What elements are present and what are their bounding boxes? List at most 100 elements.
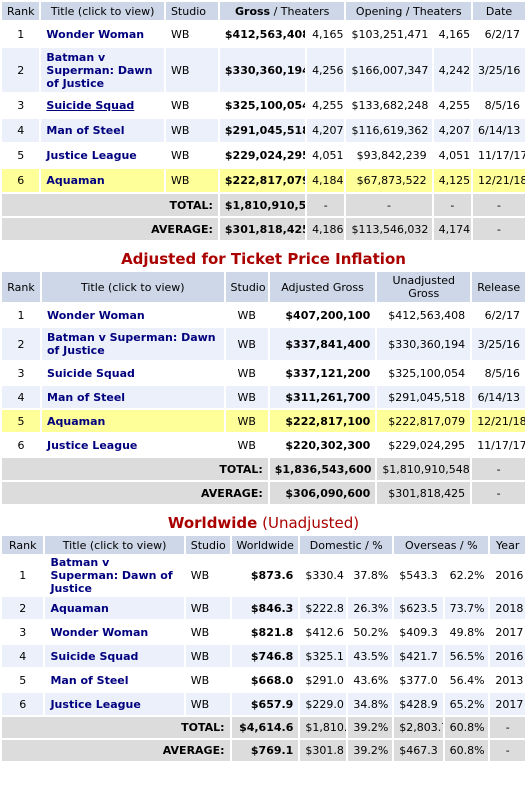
movie-title-link[interactable]: Suicide Squad (45, 645, 184, 667)
worldwide-cell: $668.0 (231, 669, 299, 691)
rank-cell: 6 (2, 693, 44, 715)
table-row-highlighted: 6 Aquaman WB $222,817,079 4,184 $67,873,… (2, 169, 525, 192)
worldwide-header[interactable]: Worldwide (231, 536, 299, 554)
total-gross: $1,810,910,548 (219, 194, 306, 216)
rank-header[interactable]: Rank (2, 536, 44, 554)
studio-cell: WB (225, 304, 268, 326)
rank-header[interactable]: Rank (2, 2, 40, 20)
table-row: 4 Suicide Squad WB $746.8 $325.1 43.5% $… (2, 645, 525, 667)
movie-title-link[interactable]: Wonder Woman (45, 621, 184, 643)
movie-title-link[interactable]: Suicide Squad (42, 362, 224, 384)
table-row: 4 Man of Steel WB $311,261,700 $291,045,… (2, 386, 525, 408)
rank-cell: 1 (2, 22, 40, 46)
inflation-section-title: Adjusted for Ticket Price Inflation (121, 250, 406, 268)
gross-theaters-header[interactable]: Gross / Theaters (219, 2, 345, 20)
studio-cell: WB (165, 119, 218, 142)
opening-cell: $166,007,347 (346, 48, 432, 92)
studio-cell: WB (185, 693, 230, 715)
average-overseas: $467.3 (394, 740, 443, 761)
year-cell: 2018 (490, 597, 525, 619)
average-date: - (473, 218, 525, 240)
table-row: 6 Justice League WB $220,302,300 $229,02… (2, 434, 525, 456)
movie-title-link[interactable]: Man of Steel (41, 119, 164, 142)
studio-cell: WB (165, 169, 218, 192)
opening-theaters-header[interactable]: Opening / Theaters (346, 2, 472, 20)
overseas-header[interactable]: Overseas / % (394, 536, 489, 554)
rank-cell: 6 (2, 169, 40, 192)
table-row: 5 Justice League WB $229,024,295 4,051 $… (2, 144, 525, 167)
inflation-adjusted-table: Rank Title (click to view) Studio Adjust… (0, 270, 527, 506)
unadjusted-gross-cell: $229,024,295 (377, 434, 471, 456)
overseas-cell: $623.5 (394, 597, 443, 619)
opening-theaters-cell: 4,242 (433, 48, 472, 92)
average-overseas-pct: 60.8% (444, 740, 489, 761)
date-header[interactable]: Date (473, 2, 525, 20)
rank-cell: 5 (2, 669, 44, 691)
movie-title-link[interactable]: Aquaman (45, 597, 184, 619)
average-unadjusted-gross: $301,818,425 (377, 482, 471, 504)
domestic-header[interactable]: Domestic / % (300, 536, 393, 554)
date-cell: 6/2/17 (473, 22, 525, 46)
unadjusted-gross-cell: $291,045,518 (377, 386, 471, 408)
year-header[interactable]: Year (490, 536, 525, 554)
movie-title-link[interactable]: Justice League (45, 693, 184, 715)
date-cell: 8/5/16 (473, 94, 525, 117)
rank-header[interactable]: Rank (2, 272, 40, 302)
overseas-pct-cell: 49.8% (444, 621, 489, 643)
movie-title-link[interactable]: Man of Steel (42, 386, 224, 408)
gross-header-label: Gross (235, 4, 271, 18)
average-opening-theaters: 4,174 (433, 218, 472, 240)
opening-header-label: Opening (355, 4, 403, 18)
movie-title-link[interactable]: Aquaman (42, 410, 224, 432)
unadjusted-gross-header[interactable]: Unadjusted Gross (377, 272, 471, 302)
studio-header[interactable]: Studio (165, 2, 218, 20)
average-domestic-pct: 39.2% (348, 740, 393, 761)
title-header[interactable]: Title (click to view) (45, 536, 184, 554)
release-cell: 6/14/13 (472, 386, 525, 408)
worldwide-cell: $873.6 (231, 556, 299, 595)
table-row: 3 Suicide Squad WB $325,100,054 4,255 $1… (2, 94, 525, 117)
rank-cell: 5 (2, 410, 40, 432)
overseas-cell: $377.0 (394, 669, 443, 691)
movie-title-link[interactable]: Aquaman (41, 169, 164, 192)
rank-cell: 4 (2, 645, 44, 667)
release-header[interactable]: Release (472, 272, 525, 302)
studio-cell: WB (185, 556, 230, 595)
total-date: - (473, 194, 525, 216)
opening-theaters-cell: 4,207 (433, 119, 472, 142)
overseas-pct-cell: 73.7% (444, 597, 489, 619)
movie-title-link[interactable]: Justice League (42, 434, 224, 456)
domestic-pct-cell: 26.3% (348, 597, 393, 619)
opening-theaters-cell: 4,255 (433, 94, 472, 117)
studio-cell: WB (185, 645, 230, 667)
domestic-gross-table: Rank Title (click to view) Studio Gross … (0, 0, 527, 242)
movie-title-link[interactable]: Wonder Woman (42, 304, 224, 326)
average-gross: $301,818,425 (219, 218, 306, 240)
average-label: AVERAGE: (2, 218, 218, 240)
total-overseas: $2,803.7 (394, 717, 443, 738)
title-header[interactable]: Title (click to view) (41, 2, 164, 20)
movie-title-link[interactable]: Suicide Squad (41, 94, 164, 117)
studio-header[interactable]: Studio (185, 536, 230, 554)
table-row: 4 Man of Steel WB $291,045,518 4,207 $11… (2, 119, 525, 142)
overseas-cell: $421.7 (394, 645, 443, 667)
adjusted-gross-header[interactable]: Adjusted Gross (269, 272, 376, 302)
unadjusted-gross-cell: $330,360,194 (377, 328, 471, 360)
worldwide-cell: $746.8 (231, 645, 299, 667)
movie-title-link[interactable]: Batman v Superman: Dawn of Justice (45, 556, 184, 595)
studio-cell: WB (185, 669, 230, 691)
domestic-pct-cell: 34.8% (348, 693, 393, 715)
studio-header[interactable]: Studio (225, 272, 268, 302)
movie-title-link[interactable]: Wonder Woman (41, 22, 164, 46)
movie-title-link[interactable]: Man of Steel (45, 669, 184, 691)
overseas-pct-cell: 65.2% (444, 693, 489, 715)
title-header[interactable]: Title (click to view) (42, 272, 224, 302)
movie-title-link[interactable]: Batman v Superman: Dawn of Justice (41, 48, 164, 92)
total-row: TOTAL: $1,810,910,548 - - - - (2, 194, 525, 216)
opening-cell: $93,842,239 (346, 144, 432, 167)
movie-title-link[interactable]: Batman v Superman: Dawn of Justice (42, 328, 224, 360)
domestic-cell: $325.1 (300, 645, 347, 667)
table-row: 2 Batman v Superman: Dawn of Justice WB … (2, 328, 525, 360)
movie-title-link[interactable]: Justice League (41, 144, 164, 167)
gross-cell: $412,563,408 (219, 22, 306, 46)
